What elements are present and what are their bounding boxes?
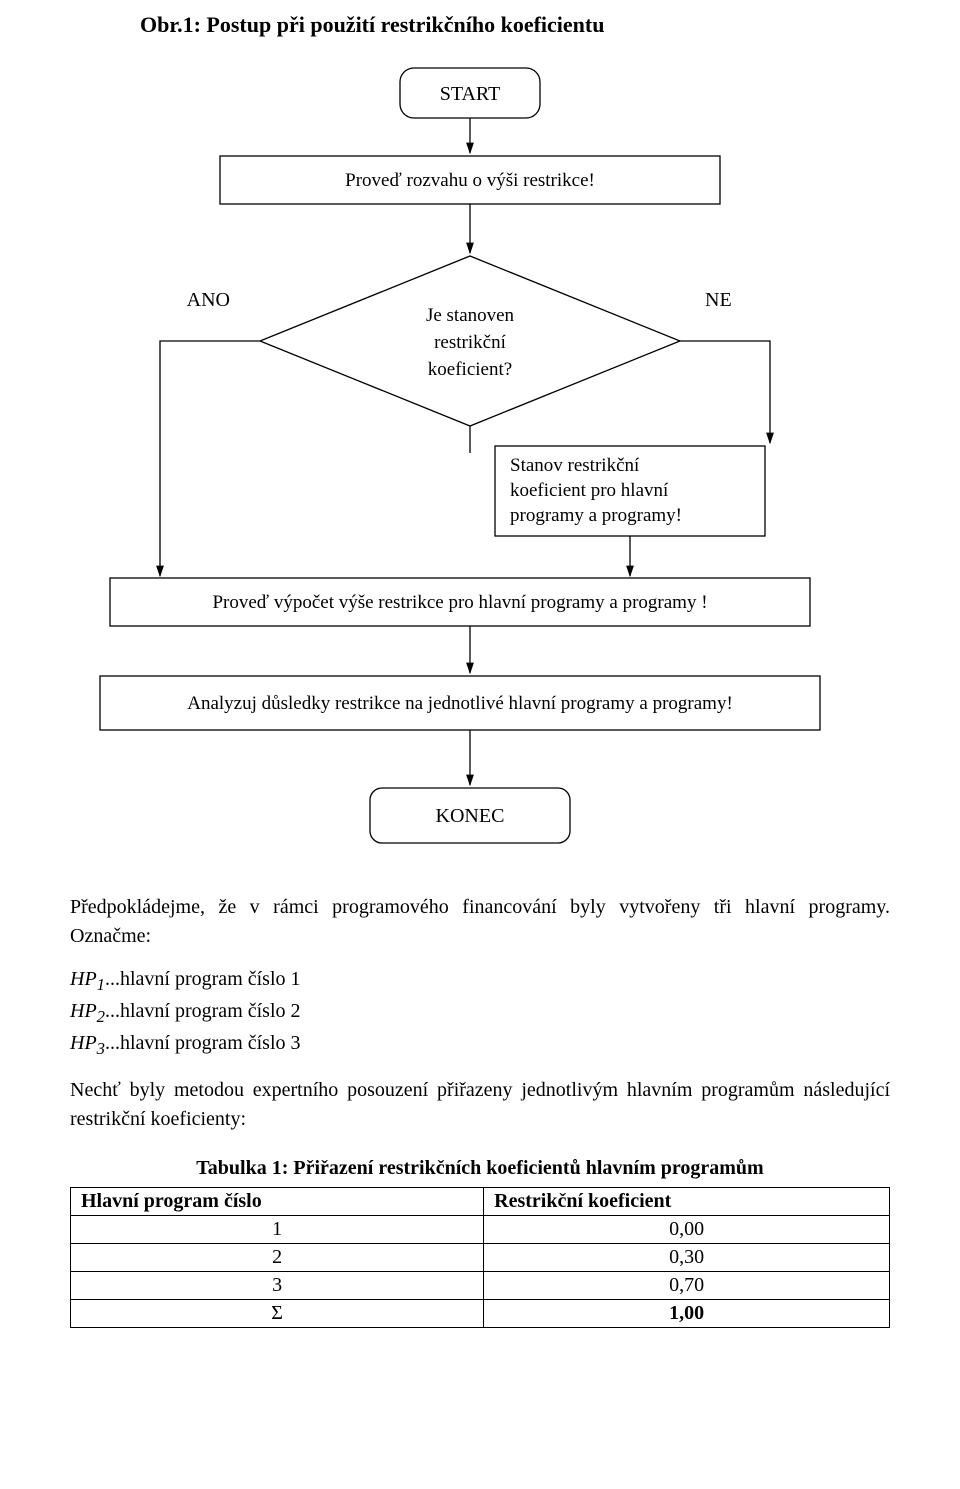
table-cell: 0,00	[484, 1215, 890, 1243]
hp-line-3: HP3...hlavní program číslo 3	[70, 1029, 890, 1061]
process-label: Proveď výpočet výše restrikce pro hlavní…	[212, 592, 707, 613]
paragraph-2: Nechť byly metodou expertního posouzení …	[70, 1076, 890, 1134]
process-label: Proveď rozvahu o výši restrikce!	[345, 170, 595, 191]
page: Obr.1: Postup při použití restrikčního k…	[0, 0, 960, 1328]
decision-line3: koeficient?	[428, 359, 512, 380]
coefficient-table: Hlavní program číslo Restrikční koeficie…	[70, 1187, 890, 1328]
decision-line2: restrikční	[434, 332, 506, 353]
table-caption: Tabulka 1: Přiřazení restrikčních koefic…	[70, 1154, 890, 1183]
decision-line1: Je stanoven	[426, 305, 515, 326]
start-label: START	[440, 83, 501, 105]
table-cell: 0,70	[484, 1271, 890, 1299]
hp-line-1: HP1...hlavní program číslo 1	[70, 965, 890, 997]
hp-line-2: HP2...hlavní program číslo 2	[70, 997, 890, 1029]
process-label: Analyzuj důsledky restrikce na jednotliv…	[187, 693, 733, 714]
table-cell: 1	[71, 1215, 484, 1243]
hp-symbol: HP	[70, 968, 97, 990]
yes-label: ANO	[187, 289, 230, 311]
hp-rest: ...hlavní program číslo 2	[105, 1000, 301, 1022]
hp-rest: ...hlavní program číslo 3	[105, 1032, 301, 1054]
flowchart: START Proveď rozvahu o výši restrikce! J…	[0, 58, 960, 873]
table-header-col1: Hlavní program číslo	[71, 1187, 484, 1215]
table-cell: 2	[71, 1243, 484, 1271]
side-line1: Stanov restrikční	[510, 455, 640, 476]
table-header-col2: Restrikční koeficient	[484, 1187, 890, 1215]
side-line2: koeficient pro hlavní	[510, 480, 669, 501]
end-label: KONEC	[436, 805, 505, 827]
hp-sub: 3	[97, 1039, 105, 1058]
table-row: 3 0,70	[71, 1271, 890, 1299]
paragraph-1: Předpokládejme, že v rámci programového …	[70, 893, 890, 951]
hp-sub: 1	[97, 975, 105, 994]
table-cell: Σ	[71, 1299, 484, 1327]
body-text: Předpokládejme, že v rámci programového …	[70, 873, 890, 1183]
hp-symbol: HP	[70, 1000, 97, 1022]
table-row: Σ 1,00	[71, 1299, 890, 1327]
table-header-row: Hlavní program číslo Restrikční koeficie…	[71, 1187, 890, 1215]
table-row: 2 0,30	[71, 1243, 890, 1271]
table-cell: 3	[71, 1271, 484, 1299]
table-cell: 0,30	[484, 1243, 890, 1271]
hp-symbol: HP	[70, 1032, 97, 1054]
hp-rest: ...hlavní program číslo 1	[105, 968, 301, 990]
edge-yes	[160, 341, 260, 576]
side-line3: programy a programy!	[510, 505, 682, 526]
table-cell: 1,00	[484, 1299, 890, 1327]
no-label: NE	[705, 289, 732, 311]
hp-sub: 2	[97, 1007, 105, 1026]
edge-no	[680, 341, 770, 443]
table-row: 1 0,00	[71, 1215, 890, 1243]
figure-title: Obr.1: Postup při použití restrikčního k…	[0, 0, 960, 58]
